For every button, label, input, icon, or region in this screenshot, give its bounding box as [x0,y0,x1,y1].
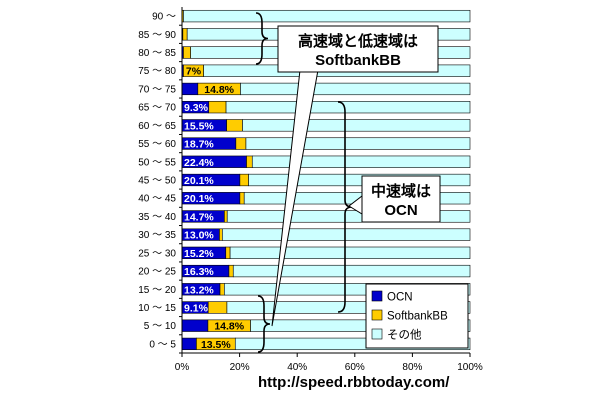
bar-segment [183,9,471,23]
y-tick-label: 70 ～ 75 [138,84,176,95]
bar-segment [219,283,225,296]
bar-segment [226,301,471,314]
bar-segment [181,337,197,351]
bar-segment [229,246,471,259]
y-tick-label: 35 ～ 40 [138,212,176,223]
y-tick-label: 75 ～ 80 [138,66,176,77]
callout-high-low-speed: 高速域と低速域は SoftbankBB [271,25,439,327]
ocn-data-label: 14.7% [184,211,214,223]
brace-high-speed [255,12,269,65]
bar-segment [239,173,249,187]
ocn-data-label: 9.3% [184,102,209,114]
legend-label: その他 [387,329,422,342]
bar-segment [245,137,471,150]
legend-label: OCN [387,292,413,304]
y-tick-label: 50 ～ 55 [138,157,176,168]
legend-swatch [371,328,383,340]
callout-text: 高速域と低速域は [298,32,418,50]
softbankbb-data-label: 14.8% [204,84,234,96]
ocn-data-label: 16.3% [184,266,214,278]
legend-box [365,283,469,349]
bar-segment [225,246,231,259]
x-tick-label: 80% [402,362,422,373]
legend: OCN SoftbankBB その他 [365,283,469,349]
y-tick-label: 15 ～ 20 [138,285,176,296]
ocn-data-label: 13.0% [184,230,214,242]
y-tick-label: 30 ～ 35 [138,230,176,241]
bar-segment [181,319,209,332]
y-tick-label: 80 ～ 85 [138,48,176,59]
ocn-data-label: 13.2% [184,284,214,296]
ocn-data-label: 20.1% [184,175,214,187]
legend-swatch [371,309,383,321]
y-tick-label: 90 ～ [152,12,176,23]
source-url: http://speed.rbbtoday.com/ [258,374,450,391]
bar-segment [226,119,243,132]
callout-box [361,175,441,223]
bar-segment [232,264,471,278]
y-tick-label: 65 ～ 70 [138,103,176,114]
callout-box [277,25,439,73]
callout-text: 中速域は [371,182,431,200]
bar-segment [239,192,245,205]
y-tick-label: 40 ～ 45 [138,194,176,205]
bar-segment [208,101,227,114]
x-tick-label: 40% [287,362,307,373]
softbankbb-data-label: 7% [186,66,202,78]
ocn-data-label: 22.4% [184,157,214,169]
x-tick-label: 100% [457,362,483,373]
y-tick-label: 55 ～ 60 [138,139,176,150]
bar-segment [248,173,471,187]
x-tick-label: 0% [175,362,190,373]
y-tick-label: 5 ～ 10 [144,321,177,332]
bar-segment [226,210,471,223]
y-tick-label: 20 ～ 25 [138,267,176,278]
y-tick-label: 60 ～ 65 [138,121,176,132]
y-tick-label: 25 ～ 30 [138,248,176,259]
bar-segment [228,264,234,278]
bar-segment [250,319,471,332]
bar-segment [225,101,471,114]
bar-segment [224,283,471,296]
legend-swatch [371,290,383,302]
bar-segment [234,337,471,351]
callout-mid-speed: 中速域は OCN [348,175,441,223]
brace-low-speed [257,295,271,353]
bar-segment [219,228,223,241]
ocn-data-label: 18.7% [184,139,214,151]
bar-segment [182,28,188,41]
bar-segment [181,82,199,96]
legend-label: SoftbankBB [387,311,448,323]
x-tick-label: 20% [230,362,250,373]
bar-segment [207,301,228,314]
ocn-data-label: 9.1% [184,302,209,314]
y-tick-label: 0 ～ 5 [149,339,176,350]
bar-segment [240,82,471,96]
bar-segment [246,155,253,168]
bar-segment [222,228,471,241]
callout-text: OCN [384,202,417,219]
y-tick-label: 10 ～ 15 [138,303,176,314]
bar-segment [224,210,228,223]
bar-segment [251,155,471,168]
softbankbb-data-label: 13.5% [201,339,231,351]
y-tick-label: 85 ～ 90 [138,30,176,41]
y-tick-label: 45 ～ 50 [138,176,176,187]
bar-segment [242,119,471,132]
ocn-data-label: 20.1% [184,193,214,205]
softbankbb-data-label: 14.8% [214,321,244,333]
bar-segment [183,46,191,59]
callout-text: SoftbankBB [315,52,401,69]
ocn-data-label: 15.5% [184,120,214,132]
bar-segment [235,137,247,150]
x-tick-label: 60% [345,362,365,373]
ocn-data-label: 15.2% [184,248,214,260]
